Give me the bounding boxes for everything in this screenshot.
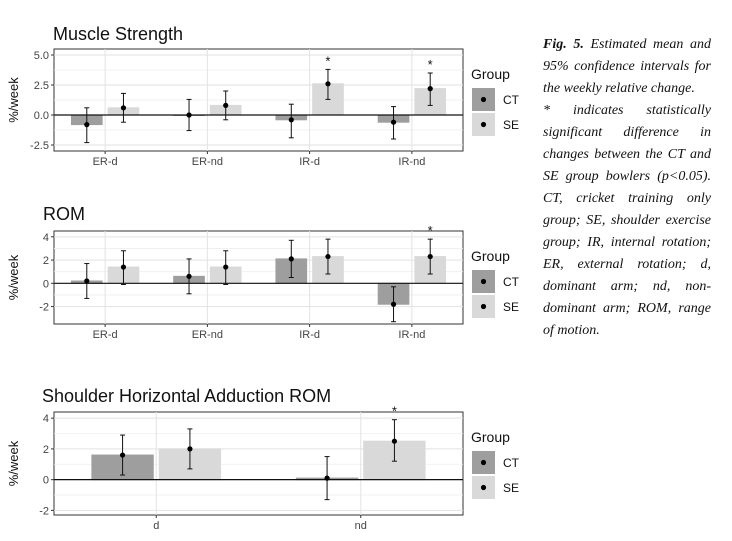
chart3-point-se [187, 446, 193, 452]
chart3-legend-label-ct: CT [503, 456, 520, 470]
chart2-xtick-label: IR-d [299, 329, 320, 341]
chart3-xtick-label: d [153, 520, 159, 532]
chart2-legend-label-se: SE [503, 300, 519, 314]
chart2-ytick-label: 4 [43, 232, 49, 244]
chart2-point-ct [288, 256, 294, 262]
chart1-xtick-label: IR-nd [398, 156, 425, 168]
chart1-legend-point [480, 121, 487, 128]
chart2-ytick-label: 0 [43, 278, 49, 290]
chart3-title: Shoulder Horizontal Adduction ROM [42, 386, 331, 406]
chart2-point-se [120, 264, 127, 270]
chart1-point-ct [186, 112, 192, 118]
chart1-xtick-label: ER-d [93, 156, 118, 168]
chart2-point-se [427, 253, 433, 260]
chart2-title: ROM [43, 204, 85, 224]
chart3-ytick-label: 2 [43, 444, 49, 456]
chart1-point-ct [84, 122, 90, 128]
chart1-ytick-label: 0.0 [34, 110, 49, 122]
chart2-point-ct [390, 301, 397, 307]
chart3-legend-point [480, 484, 487, 491]
caption-text-1: Estimated mean and 95% confidence interv… [543, 37, 711, 96]
chart3-xtick-label: nd [355, 520, 367, 532]
chart2-xtick-label: IR-nd [398, 329, 425, 341]
chart2-ylabel: %/week [6, 254, 21, 300]
chart1-xtick-label: IR-d [299, 156, 320, 168]
chart3-legend-title: Group [471, 429, 510, 445]
chart3-ytick-label: -2 [39, 505, 49, 517]
chart1-point-ct [390, 119, 397, 125]
chart1-ytick-label: -2.5 [30, 140, 49, 152]
chart2-point-se [223, 264, 229, 270]
chart1-point-se [120, 105, 127, 111]
chart2-ytick-label: 2 [43, 255, 49, 267]
chart1-legend-label-se: SE [503, 118, 519, 132]
chart1-point-se [223, 102, 229, 108]
chart2-legend-title: Group [471, 248, 510, 264]
chart2-significance-star: * [428, 223, 433, 238]
chart1-ytick-label: 5.0 [34, 50, 49, 62]
chart2-point-se [325, 253, 331, 260]
figure-caption: Fig. 5. Estimated mean and 95% confidenc… [543, 34, 711, 342]
chart2-legend-point [480, 278, 487, 285]
chart1-significance-star: * [428, 57, 433, 72]
chart2-legend-point [480, 303, 487, 310]
chart1-point-ct [288, 117, 294, 123]
chart3-ytick-label: 0 [43, 475, 49, 487]
chart3-ylabel: %/week [6, 440, 21, 486]
chart1-ylabel: %/week [6, 77, 21, 123]
chart3-legend-label-se: SE [503, 481, 519, 495]
chart1-legend-point [480, 96, 487, 103]
chart2-xtick-label: ER-nd [192, 329, 223, 341]
chart1-title: Muscle Strength [53, 24, 183, 44]
chart1-legend-title: Group [471, 66, 510, 82]
chart2-ytick-label: -2 [39, 302, 49, 314]
chart1-significance-star: * [325, 53, 330, 68]
chart3-point-se [391, 438, 398, 444]
chart1-point-se [427, 86, 433, 92]
chart2-point-ct [186, 273, 192, 279]
caption-fig-label: Fig. 5. [543, 37, 584, 52]
chart2-xtick-label: ER-d [93, 329, 118, 341]
chart1-xtick-label: ER-nd [192, 156, 223, 168]
chart3-point-ct [324, 475, 330, 481]
chart3-significance-star: * [392, 404, 397, 419]
chart1-point-se [325, 81, 331, 87]
chart3-point-ct [119, 452, 126, 458]
chart2-point-ct [84, 278, 90, 284]
chart2-legend-label-ct: CT [503, 275, 520, 289]
chart1-legend-label-ct: CT [503, 93, 520, 107]
chart3-legend-point [480, 459, 487, 466]
chart1-ytick-label: 2.5 [34, 80, 49, 92]
chart3-ytick-label: 4 [43, 413, 49, 425]
caption-text-2: * indicates statistically significant di… [543, 103, 711, 338]
